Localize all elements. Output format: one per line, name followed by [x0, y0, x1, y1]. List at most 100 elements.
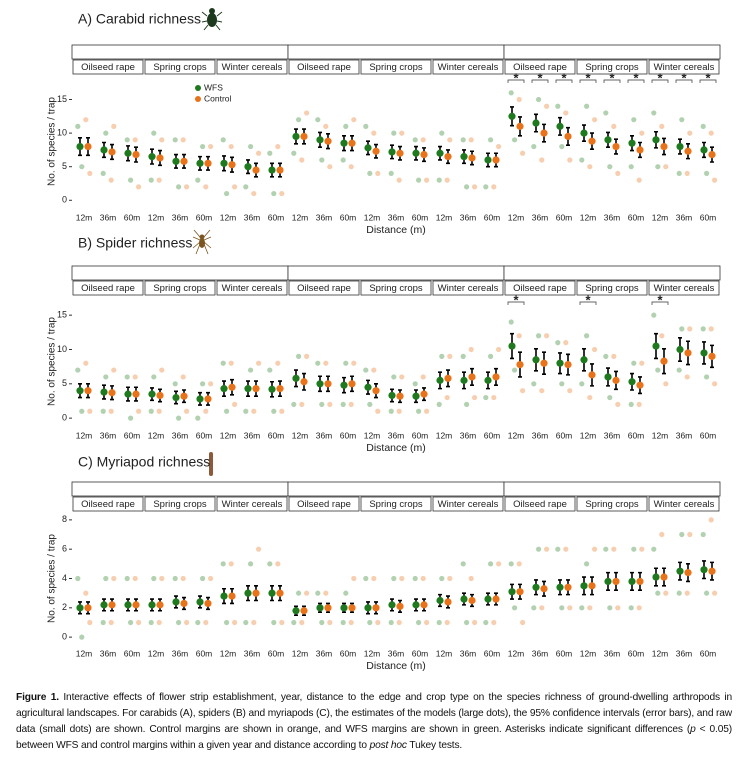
year-strip [71, 481, 289, 497]
x-tick-label: 12m [508, 648, 525, 658]
estimate-point [396, 602, 404, 610]
raw-point [208, 381, 214, 387]
estimate-point [372, 604, 380, 612]
raw-point [124, 575, 130, 582]
raw-point [708, 130, 714, 136]
estimate-point [372, 147, 380, 155]
estimate-point [172, 598, 180, 606]
raw-point [111, 123, 117, 129]
estimate-point [348, 380, 356, 388]
raw-point [539, 388, 545, 394]
raw-point [371, 130, 377, 136]
crop-strip [72, 280, 144, 296]
raw-point [603, 546, 609, 552]
raw-point [128, 415, 134, 421]
estimate-point [564, 583, 572, 591]
x-tick-label: 36m [316, 648, 333, 658]
estimate-point [444, 153, 452, 161]
asterisk: * [513, 292, 519, 307]
crop-label: Winter cereals [438, 62, 499, 73]
raw-point [243, 619, 249, 626]
raw-point [639, 360, 645, 366]
crop-label: Spring crops [585, 499, 639, 510]
x-tick-label: 12m [580, 648, 597, 658]
raw-point [251, 619, 257, 626]
raw-point [391, 130, 397, 136]
x-tick-label: 12m [76, 648, 93, 658]
raw-point [327, 401, 333, 408]
estimate-point [588, 582, 596, 590]
caption-text: post hoc [369, 740, 407, 751]
year-strip [503, 481, 721, 497]
estimate-point [628, 577, 636, 586]
year-strip [287, 44, 505, 60]
x-tick-label: 36m [388, 212, 405, 222]
raw-point [472, 184, 478, 190]
raw-point [203, 619, 209, 626]
asterisk: * [609, 70, 615, 85]
raw-point [87, 408, 93, 414]
raw-point [148, 619, 154, 626]
raw-point [184, 184, 190, 190]
x-tick-label: 36m [388, 648, 405, 658]
raw-point [636, 401, 642, 408]
estimate-point [84, 387, 92, 395]
raw-point [611, 546, 617, 552]
raw-point [708, 517, 714, 523]
raw-point [319, 619, 325, 626]
raw-point [159, 367, 165, 373]
estimate-point [612, 142, 620, 151]
raw-point [587, 605, 593, 611]
raw-point [536, 546, 542, 552]
y-tick-label: 0 [62, 632, 67, 642]
caption: Figure 1. Interactive effects of flower … [16, 690, 732, 754]
raw-point [559, 605, 565, 611]
y-tick-label: 10 [57, 344, 67, 354]
estimate-point [180, 157, 188, 165]
estimate-point [708, 567, 716, 575]
raw-point [615, 170, 621, 177]
raw-point [151, 374, 157, 380]
x-tick-label: 60m [268, 648, 285, 658]
raw-point [555, 546, 561, 552]
x-tick-label: 12m [580, 212, 597, 222]
crop-strip [504, 496, 576, 512]
raw-point [375, 170, 381, 177]
estimate-point [436, 376, 444, 384]
x-tick-label: 36m [244, 430, 261, 440]
significance-bracket [675, 79, 693, 83]
raw-point [531, 143, 537, 150]
x-tick-label: 12m [436, 430, 453, 440]
raw-point [220, 360, 226, 366]
estimate-point [468, 154, 476, 162]
raw-point [420, 575, 426, 582]
x-tick-label: 12m [364, 212, 381, 222]
estimate-point [300, 378, 308, 386]
myriapod-icon [209, 452, 213, 476]
estimate-point [324, 380, 332, 388]
estimate-point [180, 392, 188, 400]
x-tick-label: 60m [700, 212, 717, 222]
raw-point [195, 177, 201, 183]
estimate-point [676, 142, 684, 151]
raw-point [351, 360, 357, 366]
raw-point [555, 340, 561, 346]
y-tick-label: 6 [62, 544, 67, 554]
raw-point [587, 164, 593, 170]
estimate-point [628, 139, 636, 147]
crop-label: Winter cereals [438, 499, 499, 510]
x-tick-label: 12m [436, 212, 453, 222]
estimate-point [492, 373, 500, 381]
raw-point [388, 408, 394, 414]
raw-point [464, 401, 470, 408]
figure: A) Carabid richness B) Spider richness C… [47, 8, 721, 672]
raw-point [416, 408, 422, 414]
raw-point [391, 374, 397, 380]
raw-point [631, 546, 637, 552]
estimate-point [340, 381, 348, 389]
raw-point [228, 561, 234, 567]
asterisk: * [681, 70, 687, 85]
estimate-point [652, 136, 660, 144]
x-tick-label: 12m [364, 648, 381, 658]
estimate-point [540, 585, 548, 593]
